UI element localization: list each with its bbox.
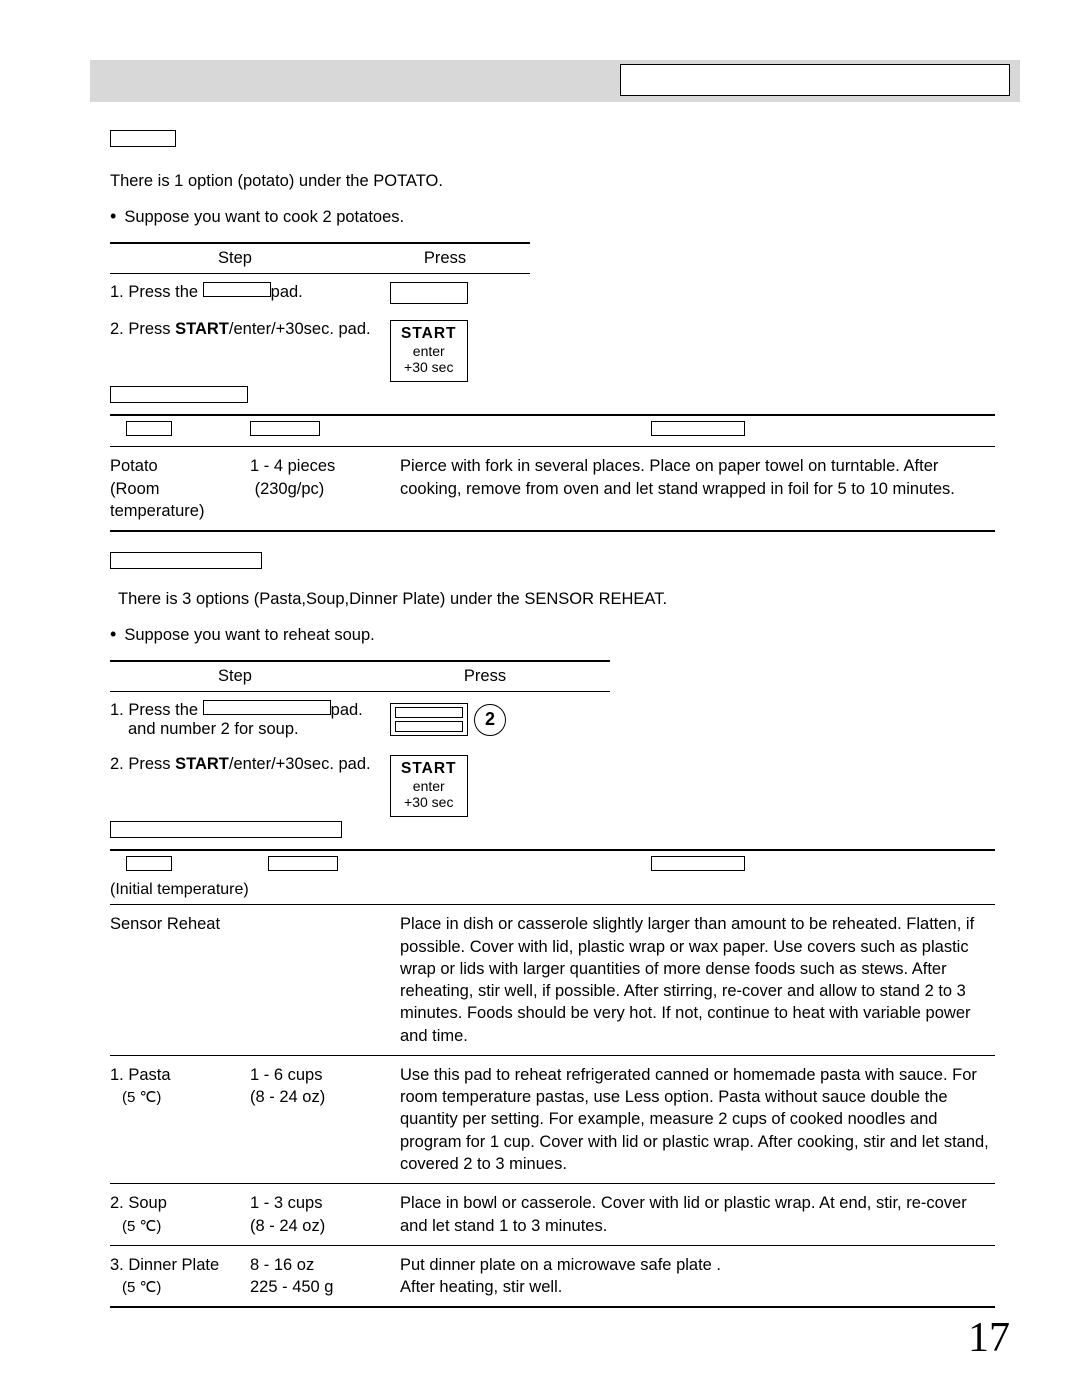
- sr0-amt: [250, 913, 400, 1047]
- s-step1-line2: and number 2 for soup.: [128, 720, 299, 738]
- s-step1-pre: 1. Press the: [110, 701, 203, 719]
- sensor-section-title-box: [110, 552, 262, 569]
- s-step1-post: pad.: [331, 701, 363, 719]
- potato-steps-header: Step Press: [110, 242, 530, 274]
- sr3-amt: 8 - 16 oz225 - 450 g: [250, 1254, 400, 1299]
- sr0-proc: Place in dish or casserole slightly larg…: [400, 913, 995, 1047]
- sensor-bullet-text: Suppose you want to reheat soup.: [124, 626, 374, 644]
- sr2-food: 2. Soup(5 ℃): [110, 1192, 250, 1237]
- sensor-step-1: 1. Press the pad. and number 2 for soup.…: [110, 692, 610, 747]
- potato-guide-table: Potato(Roomtemperature) 1 - 4 pieces (23…: [110, 414, 995, 532]
- start-l2: enter: [401, 343, 457, 359]
- h-food-box: [126, 421, 172, 436]
- sr1-amt: 1 - 6 cups(8 - 24 oz): [250, 1064, 400, 1175]
- potato-section-title-box: [110, 130, 176, 147]
- step1-pre: 1. Press the: [110, 283, 203, 301]
- sensor-steps-header: Step Press: [110, 660, 610, 692]
- h-proc-box: [651, 421, 745, 436]
- h-amt-box: [250, 421, 320, 436]
- sh-proc-box: [651, 856, 745, 871]
- sr0-food: Sensor Reheat: [110, 913, 250, 1047]
- potato-bullet-text: Suppose you want to cook 2 potatoes.: [124, 208, 404, 226]
- sr3-proc: Put dinner plate on a microwave safe pla…: [400, 1254, 995, 1299]
- sr3-food: 3. Dinner Plate(5 ℃): [110, 1254, 250, 1299]
- sensor-row-reheat: Sensor Reheat Place in dish or casserole…: [110, 905, 995, 1056]
- sensor-intro: There is 3 options (Pasta,Soup,Dinner Pl…: [118, 588, 995, 610]
- col-step: Step: [110, 249, 360, 268]
- potato-procedure: Pierce with fork in several places. Plac…: [400, 455, 995, 522]
- s-start-l3: +30 sec: [401, 794, 457, 810]
- s-start-l1: START: [401, 760, 457, 778]
- step1-pad-box: [203, 282, 271, 297]
- potato-bullet: •Suppose you want to cook 2 potatoes.: [110, 206, 995, 227]
- s-col-press: Press: [360, 667, 610, 686]
- page-number: 17: [968, 1314, 1010, 1362]
- sensor-row-pasta: 1. Pasta(5 ℃) 1 - 6 cups(8 - 24 oz) Use …: [110, 1056, 995, 1184]
- sr1-proc: Use this pad to reheat refrigerated cann…: [400, 1064, 995, 1175]
- sh-amt-box: [268, 856, 338, 871]
- step2-text: 2. Press START/enter/+30sec. pad.: [110, 320, 371, 338]
- s-col-step: Step: [110, 667, 360, 686]
- potato-step-1: 1. Press the pad.: [110, 274, 530, 312]
- sensor-bullet: •Suppose you want to reheat soup.: [110, 624, 995, 645]
- sh-food-box: [126, 856, 172, 871]
- sr2-amt: 1 - 3 cups(8 - 24 oz): [250, 1192, 400, 1237]
- potato-guide-head: [110, 414, 995, 447]
- step1-post: pad.: [271, 283, 303, 301]
- start-l3: +30 sec: [401, 359, 457, 375]
- col-press: Press: [360, 249, 530, 268]
- sensor-guide-table: (Initial temperature) Sensor Reheat Plac…: [110, 849, 995, 1308]
- initial-temperature: (Initial temperature): [110, 881, 995, 905]
- sr2-proc: Place in bowl or casserole. Cover with l…: [400, 1192, 995, 1237]
- sensor-row-dinner: 3. Dinner Plate(5 ℃) 8 - 16 oz225 - 450 …: [110, 1246, 995, 1309]
- potato-row: Potato(Roomtemperature) 1 - 4 pieces (23…: [110, 447, 995, 532]
- s-start-l2: enter: [401, 778, 457, 794]
- sensor-row-soup: 2. Soup(5 ℃) 1 - 3 cups(8 - 24 oz) Place…: [110, 1184, 995, 1246]
- potato-steps-table: Step Press 1. Press the pad. 2. Press ST…: [110, 242, 530, 390]
- sensor-step-2: 2. Press START/enter/+30sec. pad. START …: [110, 747, 610, 825]
- potato-step-2: 2. Press START/enter/+30sec. pad. START …: [110, 312, 530, 390]
- sensor-steps-table: Step Press 1. Press the pad. and number …: [110, 660, 610, 825]
- potato-food: Potato(Roomtemperature): [110, 455, 250, 522]
- sensor-guide-head: [110, 849, 995, 881]
- sensor-guide-title-box: [110, 821, 342, 838]
- start-button: START enter +30 sec: [390, 320, 468, 382]
- potato-intro: There is 1 option (potato) under the POT…: [110, 170, 995, 192]
- potato-amount: 1 - 4 pieces (230g/pc): [250, 455, 400, 522]
- potato-button-box: [390, 282, 468, 304]
- s-step2-text: 2. Press START/enter/+30sec. pad.: [110, 755, 371, 773]
- number-2-button: 2: [474, 704, 506, 736]
- sr1-food: 1. Pasta(5 ℃): [110, 1064, 250, 1175]
- potato-guide-title-box: [110, 386, 248, 403]
- s-start-button: START enter +30 sec: [390, 755, 468, 817]
- header-title-box: [620, 64, 1010, 96]
- start-l1: START: [401, 325, 457, 343]
- sensor-button-box: [390, 703, 468, 736]
- s-step1-pad-box: [203, 700, 331, 715]
